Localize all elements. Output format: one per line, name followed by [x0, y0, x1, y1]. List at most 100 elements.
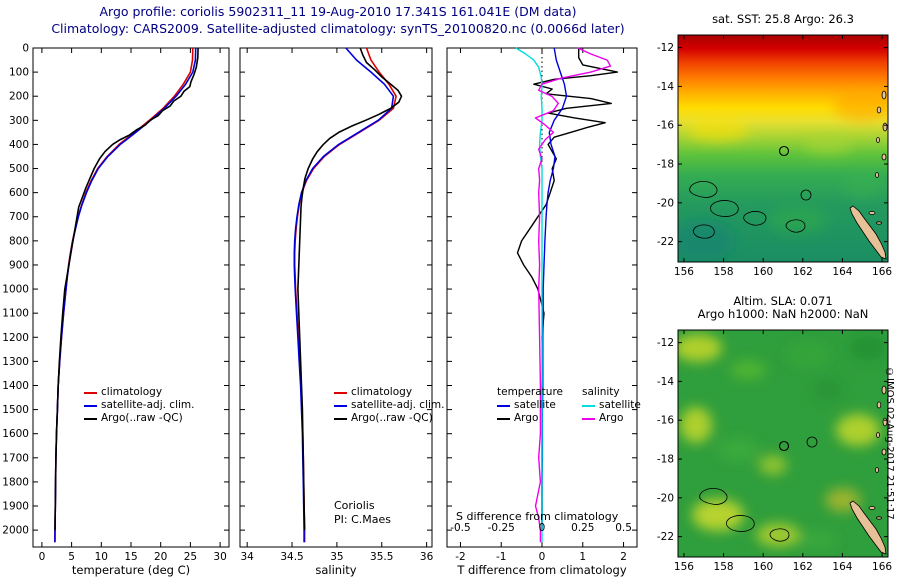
svg-text:1900: 1900: [2, 501, 29, 513]
svg-text:34: 34: [240, 551, 254, 563]
pi-credit: Coriolis PI: C.Maes: [334, 499, 391, 527]
svg-text:-18: -18: [657, 159, 674, 171]
svg-text:1600: 1600: [2, 428, 29, 440]
pi-credit-line1: Coriolis: [334, 499, 375, 512]
svg-text:1100: 1100: [2, 308, 29, 320]
svg-text:162: 162: [793, 561, 813, 573]
t-difference-axis-label: T difference from climatology: [457, 563, 627, 577]
legend-label: Argo(..raw -QC): [351, 412, 433, 424]
svg-text:156: 156: [674, 561, 694, 573]
pi-credit-line2: PI: C.Maes: [334, 513, 391, 526]
svg-text:160: 160: [753, 266, 773, 278]
svg-text:-20: -20: [657, 197, 674, 209]
svg-text:15: 15: [124, 551, 137, 563]
temperature-panel-legend: climatology satellite-adj. clim. Argo(..…: [84, 386, 194, 425]
climatology-line-sample: [334, 391, 347, 394]
svg-text:1500: 1500: [2, 404, 29, 416]
svg-text:2: 2: [620, 551, 627, 563]
svg-text:156: 156: [674, 266, 694, 278]
legend-label: satellite-adj. clim.: [101, 399, 195, 411]
imos-watermark: ©IMOS 02-Aug-2017 21:51:17: [884, 367, 895, 520]
svg-text:35.5: 35.5: [370, 551, 393, 563]
argo-line-sample: [84, 417, 97, 420]
sst-map-title: sat. SST: 25.8 Argo: 26.3: [712, 12, 854, 26]
figure-title-line2: Climatology: CARS2009. Satellite-adjuste…: [51, 21, 625, 36]
svg-text:1300: 1300: [2, 356, 29, 368]
svg-text:-16: -16: [657, 415, 674, 427]
svg-text:160: 160: [753, 561, 773, 573]
sst-map-image: [678, 35, 888, 262]
legend-label: Argo: [599, 412, 624, 424]
legend-label: climatology: [351, 386, 413, 398]
svg-text:166: 166: [872, 266, 892, 278]
satellite-salinity-line-sample: [582, 404, 595, 407]
difference-salinity-legend: salinity satellite Argo: [582, 386, 641, 425]
svg-text:2000: 2000: [2, 525, 29, 537]
svg-text:20: 20: [154, 551, 167, 563]
s-difference-axis-label: S difference from climatology: [456, 510, 619, 523]
legend-label: Argo(..raw -QC): [101, 412, 183, 424]
svg-text:-22: -22: [657, 236, 674, 248]
svg-text:800: 800: [9, 235, 29, 247]
svg-text:1: 1: [579, 551, 586, 563]
svg-text:500: 500: [9, 163, 29, 175]
argo-line-sample: [334, 417, 347, 420]
svg-text:-12: -12: [657, 42, 674, 54]
legend-label: satellite: [599, 399, 641, 411]
svg-text:25: 25: [184, 551, 197, 563]
svg-text:166: 166: [872, 561, 892, 573]
difference-temperature-legend: temperature satellite Argo: [497, 386, 563, 425]
legend-label: Argo: [514, 412, 539, 424]
svg-text:5: 5: [68, 551, 75, 563]
svg-text:36: 36: [420, 551, 434, 563]
svg-text:158: 158: [714, 266, 734, 278]
svg-text:300: 300: [9, 115, 29, 127]
svg-text:1200: 1200: [2, 332, 29, 344]
svg-text:-2: -2: [455, 551, 465, 563]
svg-text:34.5: 34.5: [280, 551, 303, 563]
svg-text:-18: -18: [657, 454, 674, 466]
svg-text:200: 200: [9, 91, 29, 103]
svg-text:164: 164: [832, 561, 852, 573]
svg-text:-16: -16: [657, 120, 674, 132]
svg-text:-12: -12: [657, 337, 674, 349]
svg-text:-14: -14: [657, 81, 674, 93]
svg-text:100: 100: [9, 67, 29, 79]
satellite-adj-line-sample: [334, 404, 347, 407]
svg-text:600: 600: [9, 187, 29, 199]
salinity-axis-label: salinity: [315, 563, 357, 577]
legend-label: satellite: [514, 399, 556, 411]
svg-text:162: 162: [793, 266, 813, 278]
sla-map-title-line1: Altim. SLA: 0.071: [733, 294, 833, 308]
svg-text:158: 158: [714, 561, 734, 573]
legend-header: salinity: [582, 386, 620, 398]
svg-text:0.25: 0.25: [571, 522, 594, 534]
svg-text:0: 0: [39, 551, 46, 563]
svg-text:0: 0: [539, 551, 546, 563]
svg-text:1000: 1000: [2, 284, 29, 296]
satellite-line-sample: [497, 404, 510, 407]
figure-title-line1: Argo profile: coriolis 5902311_11 19-Aug…: [99, 4, 577, 19]
svg-text:10: 10: [95, 551, 108, 563]
salinity-panel-legend: climatology satellite-adj. clim. Argo(..…: [334, 386, 444, 425]
sla-map-image: [678, 330, 888, 557]
temperature-axis-label: temperature (deg C): [71, 563, 191, 577]
svg-text:700: 700: [9, 211, 29, 223]
svg-text:1400: 1400: [2, 380, 29, 392]
legend-label: climatology: [101, 386, 163, 398]
svg-text:1800: 1800: [2, 476, 29, 488]
argo-line-sample: [497, 417, 510, 420]
svg-text:1700: 1700: [2, 452, 29, 464]
svg-text:400: 400: [9, 139, 29, 151]
svg-text:-1: -1: [496, 551, 506, 563]
climatology-line-sample: [84, 391, 97, 394]
svg-text:-0.25: -0.25: [488, 522, 515, 534]
svg-text:0: 0: [539, 522, 546, 534]
satellite-adj-line-sample: [84, 404, 97, 407]
svg-text:30: 30: [213, 551, 226, 563]
svg-text:0.5: 0.5: [615, 522, 632, 534]
legend-label: satellite-adj. clim.: [351, 399, 445, 411]
svg-text:-14: -14: [657, 376, 674, 388]
svg-text:0: 0: [22, 43, 29, 55]
argo-salinity-line-sample: [582, 417, 595, 420]
